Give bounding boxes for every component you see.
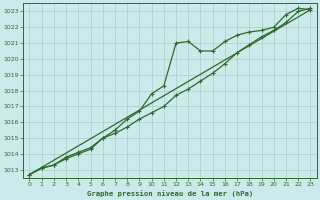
X-axis label: Graphe pression niveau de la mer (hPa): Graphe pression niveau de la mer (hPa) — [87, 190, 253, 197]
